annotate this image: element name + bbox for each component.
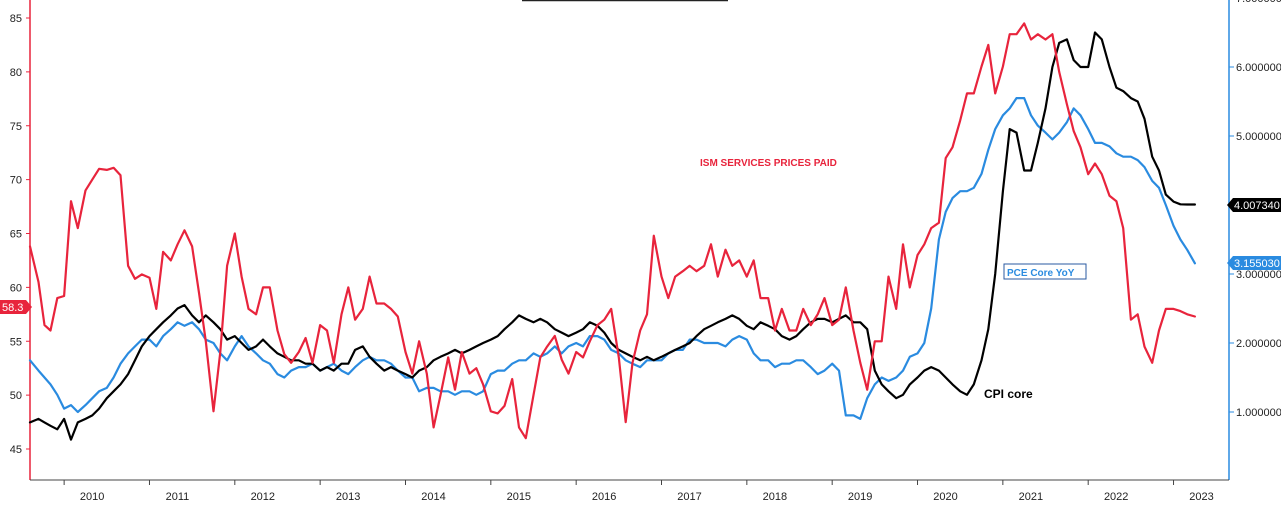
badge-ism: 58.3 [0, 300, 32, 314]
x-tick-label: 2021 [1019, 491, 1043, 503]
badge-cpi-text: 4.007340 [1234, 200, 1280, 212]
right-tick-label: 1.000000 [1236, 407, 1281, 419]
x-tick-label: 2020 [933, 491, 957, 503]
series-line-ism-services-prices-paid [28, 22, 1196, 440]
left-tick-label: 55 [10, 336, 22, 348]
series-line-pce-core-yoy [28, 97, 1196, 420]
annotation-pce: PCE Core YoY [1007, 268, 1075, 279]
right-tick-label: 7.000000 [1236, 0, 1281, 5]
left-tick-label: 80 [10, 67, 22, 79]
right-tick-label: 5.000000 [1236, 131, 1281, 143]
badge-pce-text: 3.155030 [1234, 258, 1280, 270]
badge-ism-text: 58.3 [2, 302, 23, 314]
x-tick-label: 2017 [677, 491, 701, 503]
x-tick-label: 2011 [166, 491, 190, 503]
right-tick-label: 3.000000 [1236, 269, 1281, 281]
x-tick-label: 2014 [421, 491, 445, 503]
x-tick-label: 2022 [1104, 491, 1128, 503]
right-tick-label: 6.000000 [1236, 62, 1281, 74]
x-tick-label: 2013 [336, 491, 360, 503]
x-tick-label: 2018 [763, 491, 787, 503]
left-tick-label: 60 [10, 282, 22, 294]
annotation-pce-box: PCE Core YoY [1003, 263, 1087, 280]
x-tick-label: 2012 [251, 491, 275, 503]
annotation-ism: ISM SERVICES PRICES PAID [700, 158, 837, 169]
x-tick-label: 2019 [848, 491, 872, 503]
left-tick-label: 50 [10, 390, 22, 402]
left-tick-label: 85 [10, 13, 22, 25]
x-tick-label: 2023 [1189, 491, 1213, 503]
left-tick-label: 65 [10, 229, 22, 241]
left-tick-label: 75 [10, 121, 22, 133]
annotation-cpi: CPI core [984, 387, 1033, 401]
badge-pce: 3.155030 [1227, 256, 1281, 270]
left-tick-label: 70 [10, 175, 22, 187]
x-tick-label: 2016 [592, 491, 616, 503]
badge-cpi: 4.007340 [1227, 198, 1281, 212]
left-tick-label: 45 [10, 444, 22, 456]
x-tick-label: 2015 [507, 491, 531, 503]
right-tick-label: 2.000000 [1236, 338, 1281, 350]
x-tick-label: 2010 [80, 491, 104, 503]
series-layer [28, 22, 1196, 441]
